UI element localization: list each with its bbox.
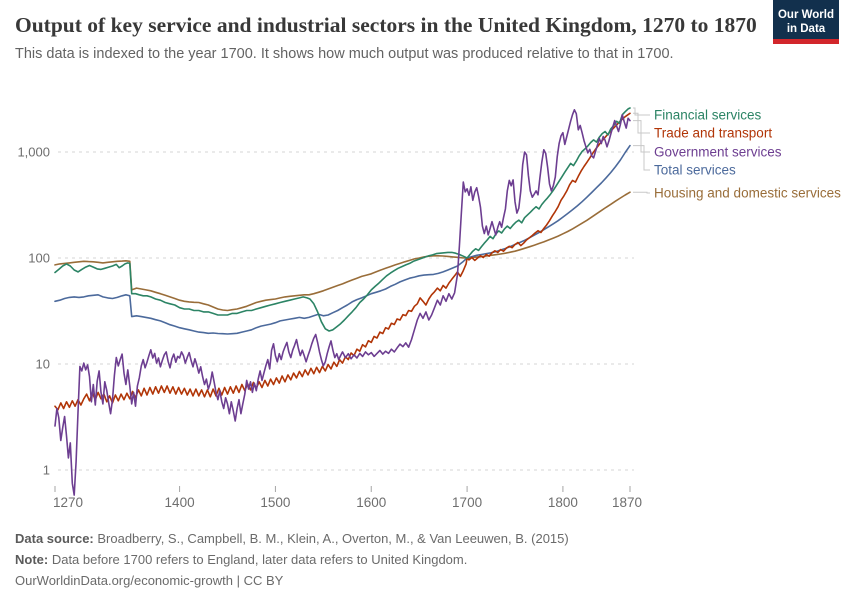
cc-by-link[interactable]: CC BY <box>243 573 284 589</box>
legend-connector-housing-and-domestic-services <box>633 191 650 194</box>
series-line-government-services[interactable] <box>54 109 631 496</box>
legend-connector-financial-services <box>633 107 650 116</box>
chart-subtitle: This data is indexed to the year 1700. I… <box>15 46 674 63</box>
data-source-text: Broadberry, S., Campbell, B. M., Klein, … <box>93 531 569 546</box>
chart-header: Output of key service and industrial sec… <box>15 0 839 100</box>
note-line: Note: Data before 1700 refers to England… <box>15 549 835 570</box>
x-axis-tick-label: 1400 <box>165 495 195 510</box>
note-text: Data before 1700 refers to England, late… <box>48 552 468 568</box>
page-title: Output of key service and industrial sec… <box>15 13 757 37</box>
owid-logo-line1: Our World <box>777 9 834 21</box>
series-line-housing-and-domestic-services[interactable] <box>54 191 631 312</box>
x-axis-tick-label: 1800 <box>548 495 578 510</box>
owid-logo-line2: in Data <box>786 23 826 36</box>
series-line-total-services[interactable] <box>54 144 631 335</box>
legend-connector-government-services <box>633 120 650 153</box>
y-axis-tick-label: 100 <box>28 251 50 266</box>
legend-connector-total-services <box>633 145 650 171</box>
y-axis-tick-label: 1,000 <box>17 145 50 160</box>
legend-label-financial-services[interactable]: Financial services <box>654 108 762 123</box>
data-source-line: Data source: Broadberry, S., Campbell, B… <box>15 528 835 549</box>
legend-label-government-services[interactable]: Government services <box>654 145 782 160</box>
series-line-trade-and-transport[interactable] <box>54 112 631 411</box>
x-axis-tick-label: 1600 <box>356 495 386 510</box>
chart-canvas: 1 10 100 1,000 1270 1400 1500 1600 1700 1800 1870 F… <box>17 107 841 510</box>
x-axis-tick-label: 1500 <box>260 495 290 510</box>
owid-url-link[interactable]: OurWorldinData.org/economic-growth <box>15 573 233 589</box>
y-axis-tick-label: 10 <box>36 357 50 372</box>
legend-label-trade-and-transport[interactable]: Trade and transport <box>654 126 772 141</box>
x-axis-tick-label: 1700 <box>452 495 482 510</box>
note-label: Note: <box>15 552 49 568</box>
x-axis-tick-label: 1270 <box>53 495 83 510</box>
attribution-separator: | <box>232 573 244 589</box>
owid-logo[interactable]: Our World in Data <box>773 0 839 44</box>
data-source-label: Data source: <box>15 531 94 546</box>
chart-footer: Data source: Broadberry, S., Campbell, B… <box>15 528 835 591</box>
legend-label-total-services[interactable]: Total services <box>654 163 736 178</box>
legend-label-housing-and-domestic-services[interactable]: Housing and domestic services <box>654 186 841 201</box>
attribution-line: OurWorldinData.org/economic-growth | CC … <box>15 570 835 591</box>
series-line-financial-services[interactable] <box>54 107 631 332</box>
x-axis-tick-label: 1870 <box>612 495 642 510</box>
chart-area: 1 10 100 1,000 1270 1400 1500 1600 1700 1800 1870 F… <box>0 100 850 515</box>
y-axis-tick-label: 1 <box>43 463 50 478</box>
legend-connector-trade-and-transport <box>633 112 650 134</box>
